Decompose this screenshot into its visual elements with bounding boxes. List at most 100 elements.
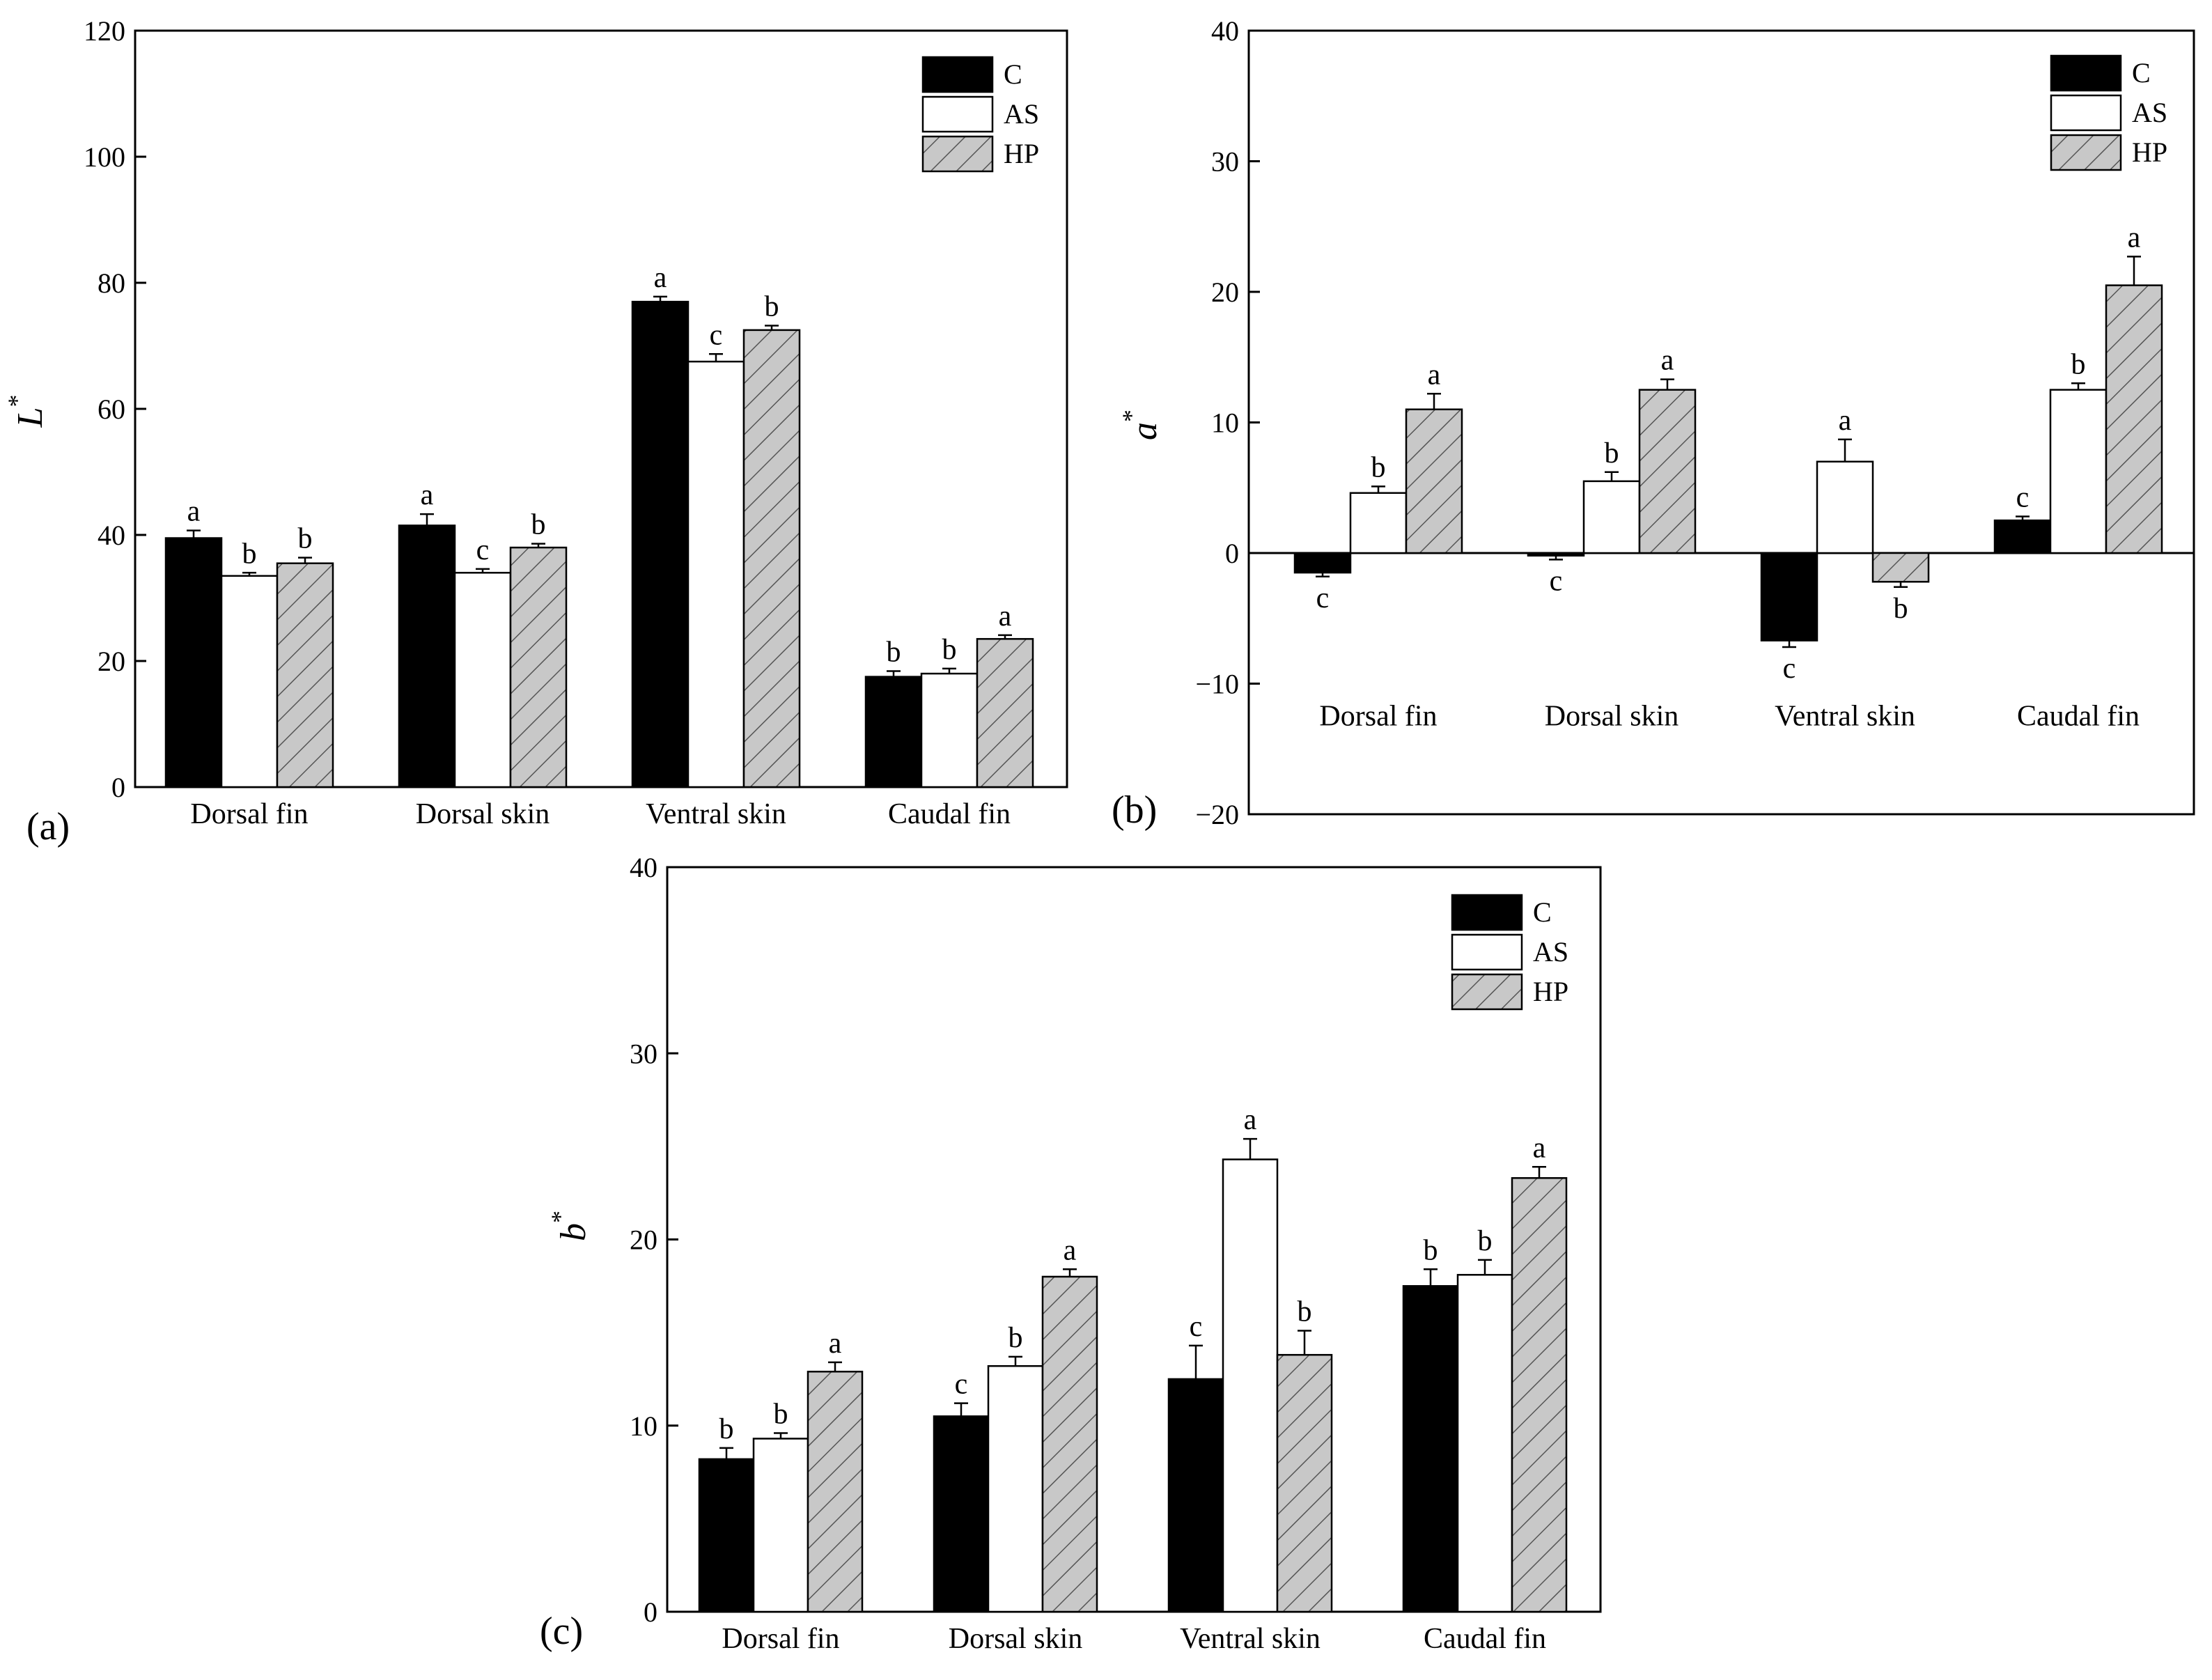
category-label: Dorsal skin bbox=[949, 1623, 1083, 1655]
bar-hp bbox=[742, 329, 801, 788]
y-tick-label: 10 bbox=[1211, 407, 1239, 439]
y-tick-label: 20 bbox=[1211, 277, 1239, 308]
bar-as bbox=[2049, 389, 2108, 554]
bar-as bbox=[1582, 480, 1641, 554]
legend-swatch-c bbox=[921, 56, 994, 93]
y-tick-label: 100 bbox=[84, 141, 125, 173]
significance-letter: a bbox=[1244, 1104, 1257, 1136]
legend-swatch-c bbox=[2050, 54, 2122, 92]
category-label: Dorsal skin bbox=[416, 798, 550, 830]
y-tick-label: 80 bbox=[98, 267, 125, 299]
y-axis-label-main: b bbox=[554, 1223, 593, 1241]
chart-b: −20 −10 0 10 20 30 40 Dorsal fin Dorsal skin Vent… bbox=[1112, 15, 2195, 832]
bar-c bbox=[1402, 1285, 1459, 1613]
y-axis-label-main: a bbox=[1125, 422, 1165, 440]
significance-letter: b bbox=[298, 523, 313, 555]
category-label: Dorsal fin bbox=[722, 1623, 839, 1655]
bar-c bbox=[398, 524, 456, 788]
category-label: Caudal fin bbox=[2017, 701, 2140, 733]
bar-hp bbox=[807, 1370, 864, 1613]
y-tick-label: 0 bbox=[644, 1596, 657, 1628]
bar-as bbox=[220, 575, 279, 788]
panel-label: (b) bbox=[1112, 788, 1157, 832]
significance-letter: c bbox=[1550, 565, 1563, 597]
significance-letter: b bbox=[765, 291, 779, 323]
legend-swatch-as bbox=[1451, 933, 1523, 971]
bar-as bbox=[752, 1438, 809, 1613]
category-label: Ventral skin bbox=[646, 798, 786, 830]
bar-as bbox=[1816, 460, 1874, 554]
legend-label: C bbox=[2132, 57, 2151, 88]
bar-hp bbox=[1511, 1177, 1568, 1613]
significance-letter: b bbox=[1424, 1234, 1438, 1266]
legend-swatch-as bbox=[921, 95, 994, 133]
bar-c bbox=[1167, 1378, 1224, 1613]
bar-c bbox=[1760, 552, 1818, 641]
significance-letter: c bbox=[955, 1369, 968, 1401]
bar-hp bbox=[976, 638, 1034, 788]
bar-c bbox=[1293, 552, 1352, 574]
significance-letter: a bbox=[187, 496, 201, 528]
significance-letter: b bbox=[531, 509, 546, 541]
significance-letter: a bbox=[1428, 359, 1441, 391]
y-tick-label: −10 bbox=[1195, 669, 1239, 700]
y-tick-label: 20 bbox=[98, 646, 125, 677]
bar-hp bbox=[276, 562, 334, 788]
bar-as bbox=[1456, 1274, 1513, 1613]
significance-letter: c bbox=[476, 534, 490, 566]
significance-letter: a bbox=[999, 600, 1012, 632]
y-tick-label: 0 bbox=[111, 772, 125, 803]
bar-c bbox=[164, 537, 223, 788]
category-label: Caudal fin bbox=[1424, 1623, 1546, 1655]
legend-swatch-as bbox=[2050, 94, 2122, 132]
bar-c bbox=[1527, 552, 1585, 557]
significance-letter: a bbox=[2128, 221, 2141, 254]
bar-c bbox=[631, 300, 690, 788]
chart-c: 0 10 20 30 40 Dorsal fin Dorsal skin Ventral sk… bbox=[540, 852, 1602, 1655]
y-tick-label: 120 bbox=[84, 15, 125, 47]
legend-label: HP bbox=[2132, 137, 2167, 168]
bar-c bbox=[864, 676, 923, 788]
legend-label: AS bbox=[1004, 98, 1039, 130]
significance-letter: a bbox=[421, 479, 434, 511]
bar-hp bbox=[1041, 1275, 1098, 1613]
category-label: Ventral skin bbox=[1180, 1623, 1321, 1655]
legend-label: HP bbox=[1533, 976, 1568, 1007]
y-tick-label: 40 bbox=[98, 520, 125, 551]
legend-label: C bbox=[1004, 59, 1022, 90]
significance-letter: b bbox=[887, 636, 901, 668]
bar-as bbox=[1222, 1158, 1279, 1613]
y-tick-label: 10 bbox=[630, 1410, 657, 1442]
significance-letter: c bbox=[1783, 653, 1796, 685]
y-axis-label-sup: * bbox=[1117, 410, 1145, 422]
significance-letter: b bbox=[1478, 1225, 1493, 1257]
legend-label: C bbox=[1533, 896, 1552, 928]
bar-c bbox=[1993, 519, 2052, 554]
bar-hp bbox=[1638, 389, 1697, 554]
legend-swatch-hp bbox=[921, 135, 994, 173]
y-tick-label: 40 bbox=[1211, 15, 1239, 47]
significance-letter: a bbox=[1661, 345, 1674, 377]
significance-letter: b bbox=[1605, 437, 1619, 469]
bar-c bbox=[933, 1415, 990, 1613]
significance-letter: b bbox=[1298, 1296, 1312, 1328]
significance-letter: b bbox=[942, 634, 957, 666]
significance-letter: a bbox=[654, 262, 667, 294]
bar-as bbox=[1349, 492, 1408, 554]
bar-as bbox=[987, 1364, 1044, 1613]
category-label: Dorsal skin bbox=[1545, 701, 1679, 733]
significance-letter: c bbox=[1316, 582, 1330, 614]
significance-letter: b bbox=[774, 1398, 788, 1430]
bar-c bbox=[698, 1458, 755, 1613]
y-tick-label: 60 bbox=[98, 394, 125, 425]
legend-swatch-c bbox=[1451, 894, 1523, 931]
legend-label: AS bbox=[2132, 97, 2167, 128]
significance-letter: c bbox=[710, 319, 723, 351]
significance-letter: b bbox=[1371, 451, 1386, 483]
bar-as bbox=[453, 572, 512, 788]
bar-hp bbox=[1276, 1353, 1333, 1613]
category-label: Ventral skin bbox=[1775, 701, 1915, 733]
y-tick-label: 40 bbox=[630, 852, 657, 883]
bar-as bbox=[687, 360, 745, 788]
